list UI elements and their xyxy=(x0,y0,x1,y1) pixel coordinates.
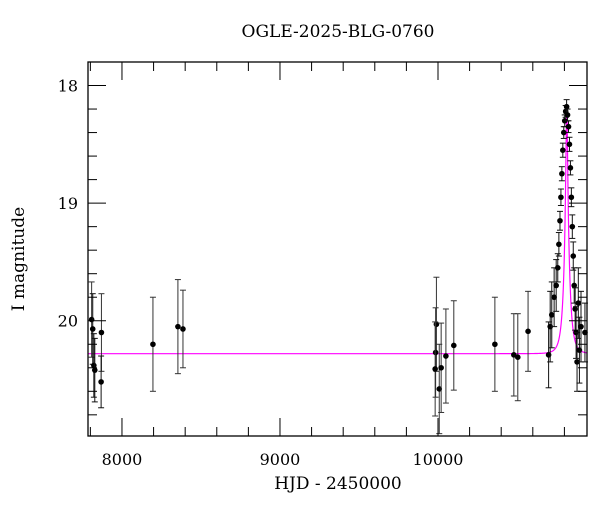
data-point xyxy=(174,279,181,375)
data-point xyxy=(569,214,576,239)
model-curve xyxy=(88,106,588,355)
data-point xyxy=(559,142,566,158)
data-point xyxy=(554,253,561,283)
data-point xyxy=(558,166,565,182)
x-axis-label: HJD - 2450000 xyxy=(274,474,402,494)
data-point xyxy=(525,290,532,372)
data-point xyxy=(491,296,498,392)
data-point xyxy=(433,276,440,372)
data-point xyxy=(548,281,555,349)
data-points xyxy=(88,99,588,435)
data-point xyxy=(438,322,445,413)
data-point xyxy=(514,313,521,402)
y-tick-label: 20 xyxy=(58,312,78,331)
data-point xyxy=(563,99,570,115)
data-point xyxy=(89,293,96,365)
data-point xyxy=(179,289,186,369)
data-point xyxy=(556,210,563,231)
data-point xyxy=(149,296,156,392)
data-point xyxy=(572,287,579,331)
plot-frame xyxy=(87,61,588,437)
y-tick-label: 18 xyxy=(58,77,78,96)
data-point xyxy=(577,290,584,363)
data-point xyxy=(575,267,582,339)
x-tick-label: 10000 xyxy=(413,450,464,469)
data-point xyxy=(557,188,564,206)
x-tick-label: 9000 xyxy=(260,450,301,469)
data-point xyxy=(555,232,562,257)
data-point xyxy=(565,120,572,134)
data-point xyxy=(98,355,105,409)
data-point xyxy=(571,267,578,304)
x-tick-label: 8000 xyxy=(102,450,143,469)
axis-ticks xyxy=(88,61,587,436)
y-tick-label: 19 xyxy=(58,194,78,213)
data-point xyxy=(450,300,457,391)
data-point xyxy=(566,136,573,152)
data-point xyxy=(568,187,575,208)
data-point xyxy=(442,308,449,404)
data-point xyxy=(570,241,577,271)
data-point xyxy=(564,108,571,122)
data-point xyxy=(432,321,439,417)
chart-title: OGLE-2025-BLG-0760 xyxy=(241,22,435,42)
data-point xyxy=(510,313,517,397)
data-point xyxy=(545,321,552,389)
data-point xyxy=(567,160,574,176)
